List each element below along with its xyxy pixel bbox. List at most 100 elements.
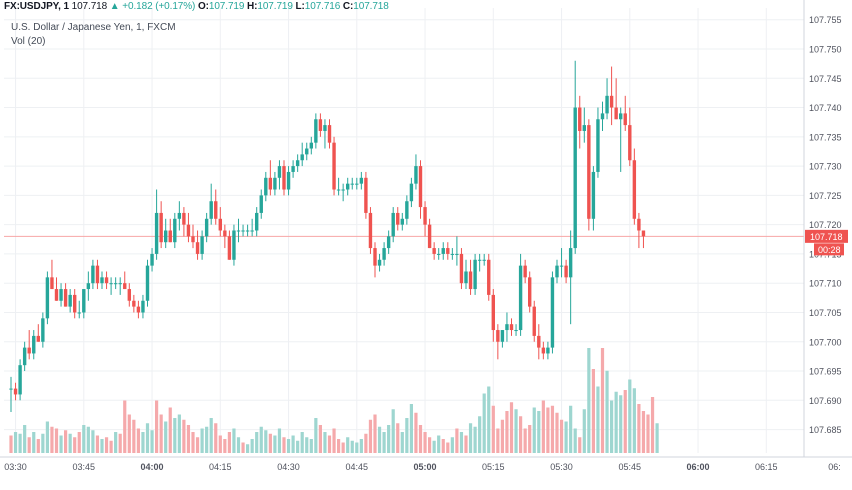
- candle-body: [546, 347, 550, 354]
- y-tick-label: 107.740: [809, 103, 842, 113]
- candle-body: [514, 330, 518, 332]
- candle-body: [100, 277, 104, 284]
- volume-bar: [104, 437, 109, 453]
- candle-body: [282, 166, 286, 190]
- candle-body: [223, 230, 227, 237]
- candle-body: [537, 335, 541, 348]
- volume-bar: [296, 440, 300, 453]
- last-price: 107.718: [71, 1, 108, 12]
- candle-body: [423, 207, 427, 225]
- candle-body: [9, 388, 13, 390]
- y-tick-label: 107.730: [809, 162, 842, 172]
- candle-body: [628, 125, 632, 161]
- volume-bar: [532, 407, 536, 453]
- candle-body: [209, 201, 213, 219]
- volume-bar: [282, 437, 286, 453]
- candle-body: [13, 388, 18, 395]
- candle-body: [291, 166, 295, 172]
- candle-body: [259, 195, 263, 213]
- volume-bar: [186, 425, 191, 453]
- volume-bar: [350, 440, 354, 453]
- volume-bar: [500, 419, 504, 453]
- volume-bar: [555, 412, 559, 453]
- volume-bar: [232, 428, 236, 453]
- volume-bar: [27, 437, 31, 453]
- volume-bar: [537, 411, 541, 453]
- candle-body: [59, 289, 63, 301]
- candle-body: [145, 265, 150, 301]
- candle-body: [437, 253, 441, 255]
- volume-bar: [391, 409, 395, 453]
- candle-body: [95, 265, 100, 284]
- x-tick-label: 06:00: [687, 462, 710, 472]
- countdown-badge-text: 00:28: [818, 245, 841, 255]
- volume-bar: [23, 425, 27, 453]
- x-tick-label: 04:45: [346, 462, 369, 472]
- volume-bar: [277, 428, 282, 453]
- x-tick-label: 05:15: [482, 462, 505, 472]
- volume-bar: [305, 437, 309, 453]
- low-value: 107.716: [304, 1, 341, 12]
- volume-bar: [364, 433, 368, 453]
- candle-body: [637, 218, 641, 231]
- volume-bar: [409, 404, 413, 453]
- x-tick-label: 05:45: [619, 462, 642, 472]
- volume-bar: [64, 430, 68, 453]
- candle-body: [73, 294, 77, 313]
- volume-bar: [446, 442, 450, 453]
- candle-body: [136, 306, 141, 313]
- volume-bar: [145, 423, 150, 453]
- candle-body: [127, 289, 131, 301]
- close-label: C:: [342, 1, 354, 12]
- candle-body: [559, 265, 564, 267]
- candle-body: [355, 183, 359, 185]
- volume-bar: [473, 426, 477, 453]
- y-tick-label: 107.710: [809, 279, 842, 289]
- volume-bar: [200, 428, 204, 453]
- volume-bar: [418, 425, 423, 453]
- candle-body: [446, 248, 450, 254]
- x-tick-label: 04:30: [277, 462, 300, 472]
- volume-bar: [573, 428, 577, 453]
- candle-body: [109, 283, 113, 285]
- candle-body: [573, 107, 577, 249]
- volume-bar: [468, 423, 473, 453]
- volume-bar: [59, 435, 63, 453]
- candle-body: [441, 248, 445, 254]
- volume-bar: [255, 432, 259, 453]
- volume-bar: [155, 400, 159, 453]
- volume-bar: [73, 437, 77, 453]
- x-tick-label: 04:00: [141, 462, 164, 472]
- volume-bar: [337, 439, 341, 453]
- volume-bar: [291, 435, 295, 453]
- volume-bar: [314, 418, 318, 453]
- candle-body: [414, 166, 418, 184]
- volume-bar: [318, 425, 322, 453]
- volume-bar: [414, 412, 418, 453]
- volume-bar: [100, 439, 104, 453]
- candle-body: [232, 230, 236, 260]
- volume-bar: [368, 419, 373, 453]
- y-tick-label: 107.690: [809, 396, 842, 406]
- volume-bar: [241, 442, 245, 453]
- volume-bar: [428, 437, 432, 453]
- candle-body: [500, 330, 505, 342]
- candle-body: [159, 212, 163, 243]
- candle-body: [555, 265, 559, 278]
- high-label: H:: [247, 1, 258, 12]
- volume-bar: [437, 435, 441, 453]
- volume-bar: [646, 414, 650, 453]
- candle-body: [123, 283, 127, 290]
- x-tick-label: 04:15: [209, 462, 232, 472]
- candle-body: [564, 265, 568, 278]
- candle-body: [195, 242, 200, 254]
- volume-bar: [373, 414, 377, 453]
- candle-body: [314, 119, 318, 143]
- volume-bar: [400, 432, 404, 453]
- candle-body: [186, 224, 191, 237]
- volume-bar: [127, 414, 131, 453]
- y-tick-label: 107.745: [809, 74, 842, 84]
- candle-body: [614, 107, 618, 120]
